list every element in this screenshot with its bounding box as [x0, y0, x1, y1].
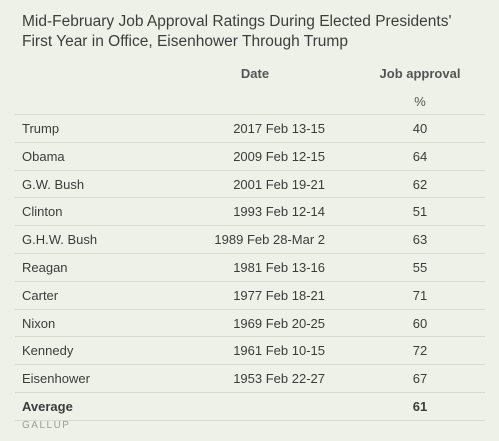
table-row: Nixon 1969 Feb 20-25 60: [15, 308, 485, 337]
president-name: Trump: [22, 121, 60, 136]
approval-value: 63: [412, 232, 428, 248]
approval-value: 51: [412, 204, 428, 220]
table-row: Eisenhower 1953 Feb 22-27 67: [15, 364, 485, 392]
president-name: Kennedy: [22, 343, 74, 359]
poll-date: 1989 Feb 28-Mar 2: [214, 232, 325, 248]
approval-value: 62: [412, 176, 428, 192]
approval-value: 40: [412, 121, 428, 136]
approval-value: 72: [412, 343, 428, 359]
average-value: 61: [412, 398, 428, 414]
poll-date: 1981 Feb 13-16: [233, 259, 325, 275]
approval-value: 55: [412, 259, 428, 275]
president-name: Clinton: [22, 204, 63, 220]
president-name: Nixon: [22, 315, 56, 331]
poll-date: 2001 Feb 19-21: [233, 176, 325, 192]
poll-date: 1977 Feb 18-21: [233, 287, 325, 303]
table-row: G.W. Bush 2001 Feb 19-21 62: [15, 169, 485, 198]
average-label: Average: [22, 398, 73, 414]
table-row: Clinton 1993 Feb 12-14 51: [15, 197, 485, 225]
table-row: Trump 2017 Feb 13-15 40: [15, 114, 485, 142]
poll-date: 1953 Feb 22-27: [233, 371, 325, 387]
table-row: Kennedy 1961 Feb 10-15 72: [15, 336, 485, 364]
approval-value: 67: [412, 371, 428, 387]
poll-date: 1961 Feb 10-15: [233, 343, 325, 359]
approval-value: 71: [412, 287, 428, 303]
poll-date: 1993 Feb 12-14: [233, 204, 325, 220]
chart-title: Mid-February Job Approval Ratings During…: [22, 13, 452, 50]
table-row: G.H.W. Bush 1989 Feb 28-Mar 2 63: [15, 225, 485, 253]
data-table: Trump 2017 Feb 13-15 40 Obama 2009 Feb 12-15…: [15, 114, 485, 421]
source-label: GALLUP: [22, 420, 71, 431]
president-name: G.H.W. Bush: [22, 232, 98, 248]
president-name: G.W. Bush: [22, 176, 85, 192]
poll-date: 1969 Feb 20-25: [233, 315, 325, 331]
president-name: Obama: [22, 148, 65, 164]
table-row: Obama 2009 Feb 12-15 64: [15, 141, 485, 170]
president-name: Eisenhower: [22, 371, 90, 387]
table-header: Date Job approval: [0, 66, 499, 86]
approval-value: 64: [412, 148, 428, 164]
column-header-date: Date: [240, 66, 270, 81]
approval-value: 60: [412, 315, 428, 331]
average-row: Average 61: [15, 391, 485, 421]
table-row: Carter 1977 Feb 18-21 71: [15, 280, 485, 309]
poll-date: 2009 Feb 12-15: [233, 148, 325, 164]
president-name: Reagan: [22, 259, 68, 275]
column-header-job-approval: Job approval: [379, 66, 461, 81]
unit-row: %: [0, 94, 499, 110]
table-row: Reagan 1981 Feb 13-16 55: [15, 252, 485, 281]
unit-label: %: [414, 94, 426, 109]
poll-date: 2017 Feb 13-15: [233, 121, 325, 136]
president-name: Carter: [22, 287, 59, 303]
